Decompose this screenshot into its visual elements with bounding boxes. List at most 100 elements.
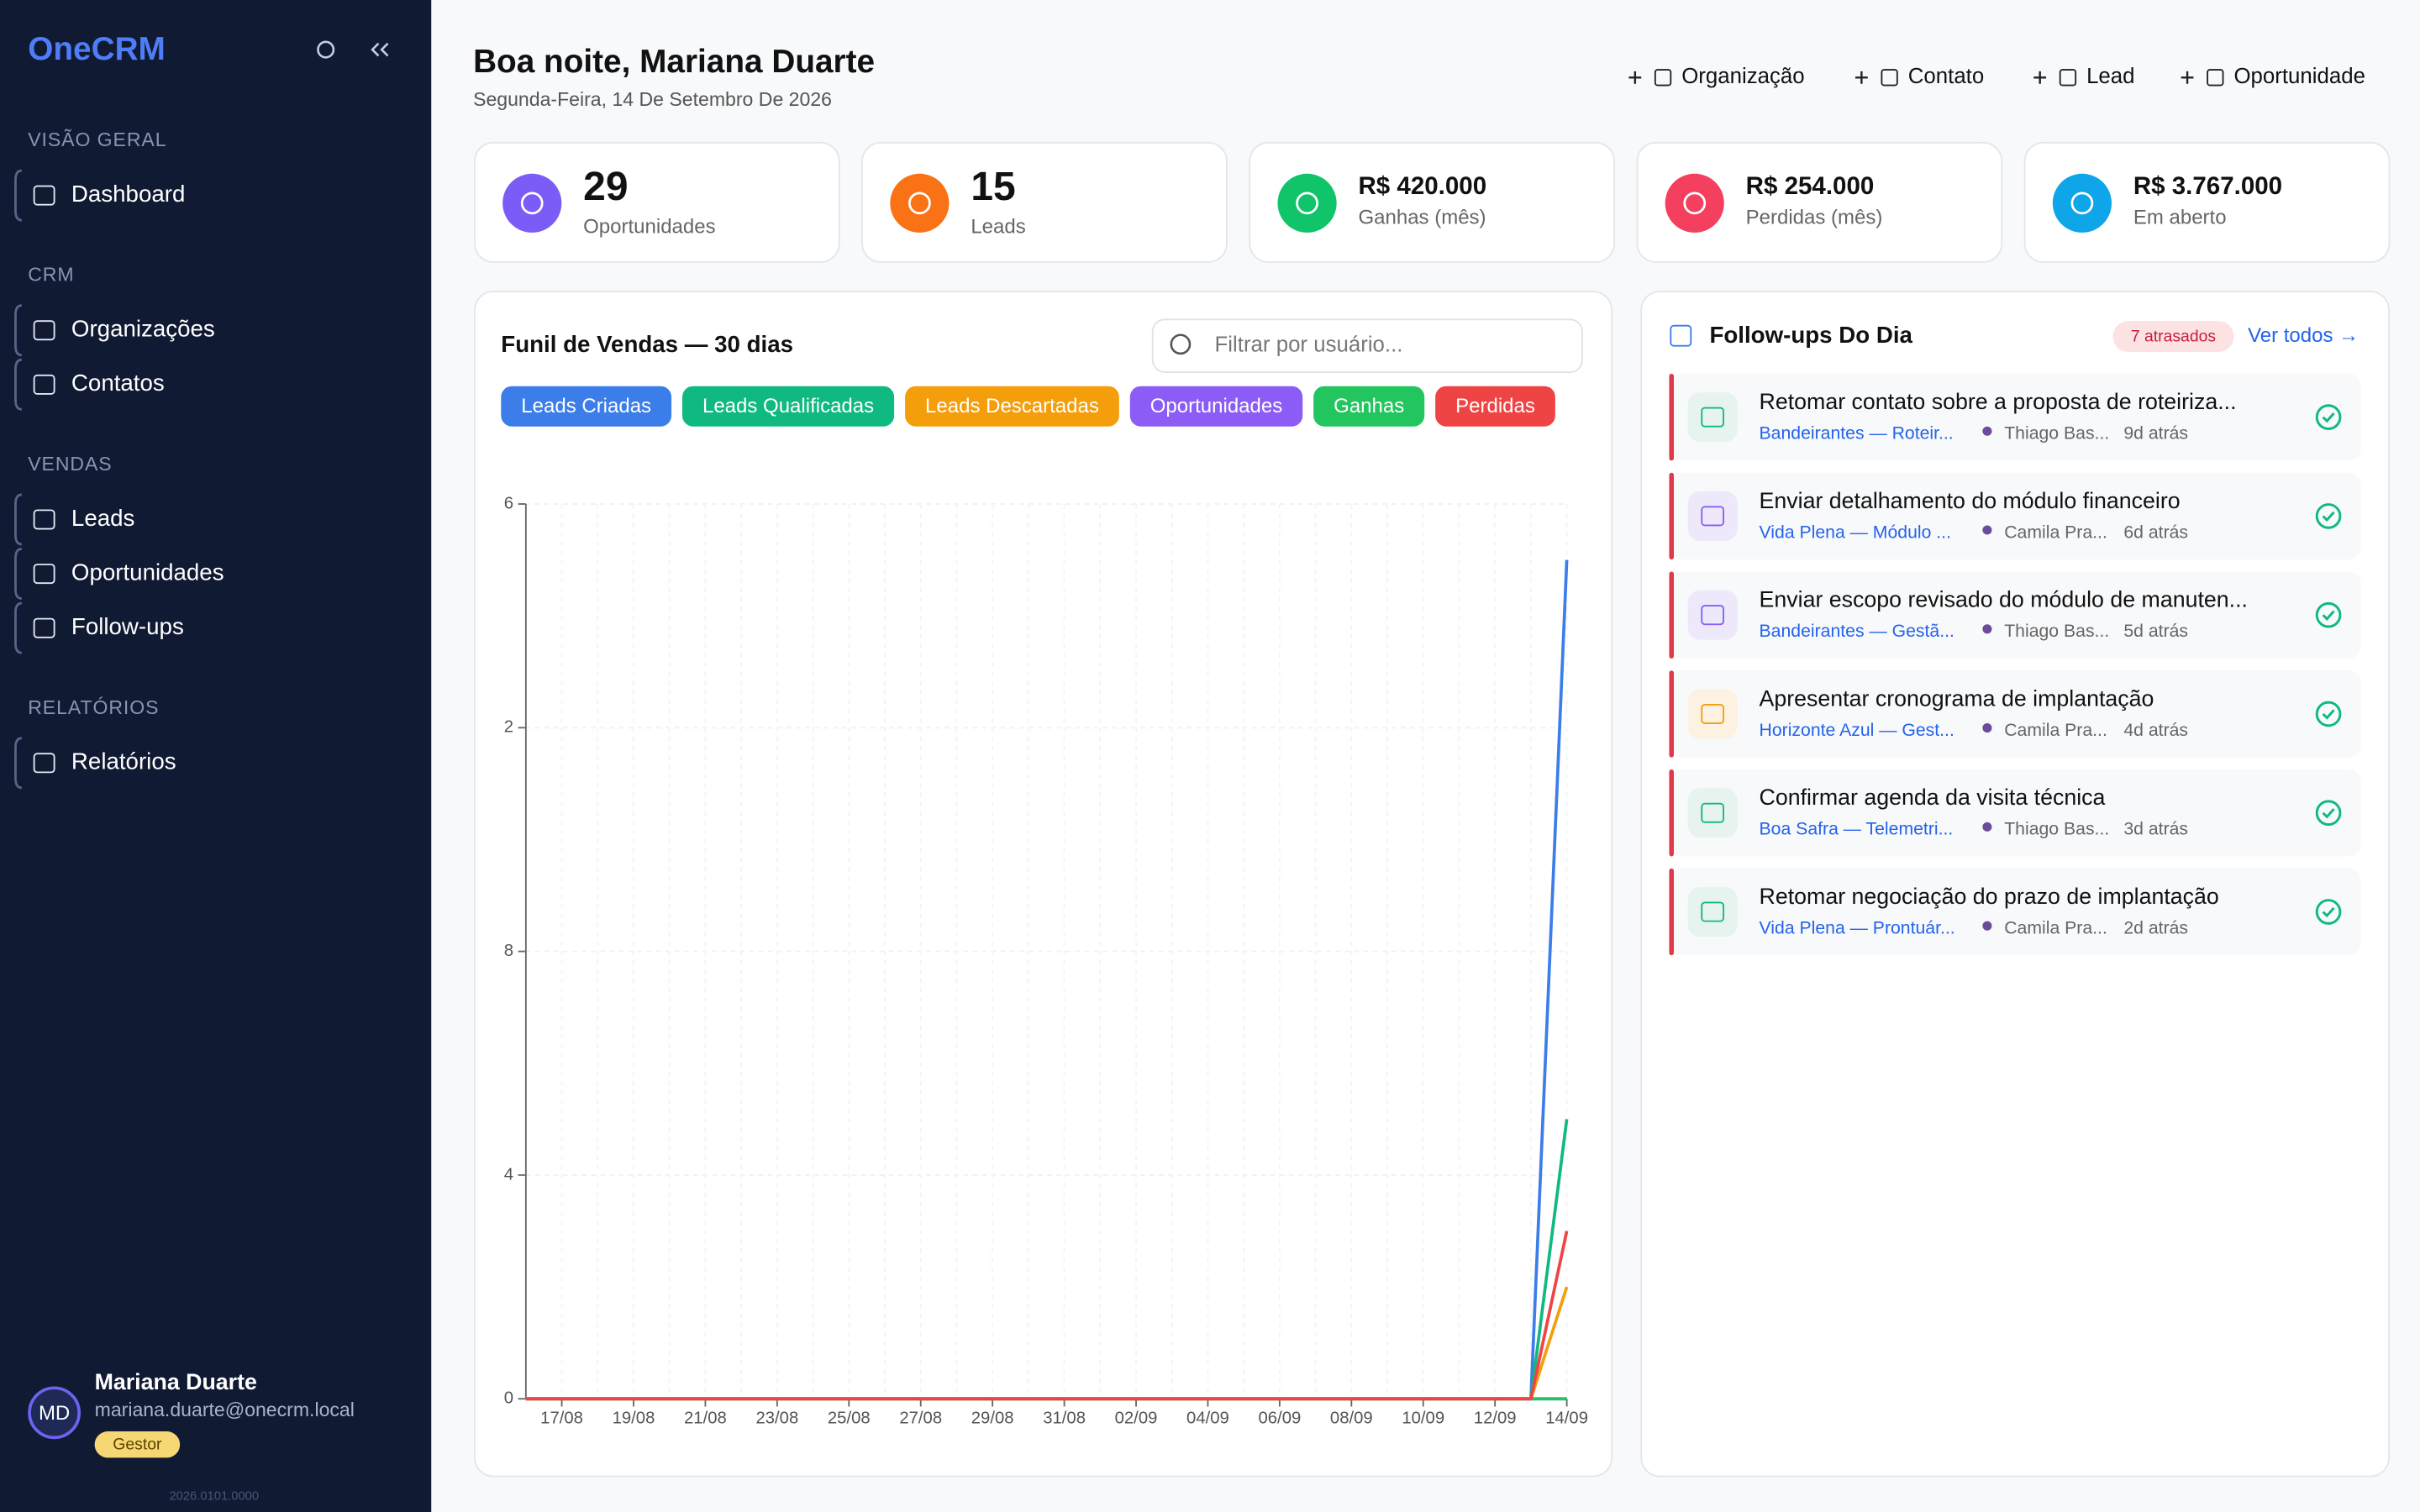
legend-chip[interactable] [1313,386,1425,427]
nav-item[interactable]: Dashboard [71,181,185,207]
x-tick-label: 04/09 [1186,1410,1229,1428]
followup-ago: 9d atrás [2123,424,2188,444]
followup-owner: Thiago Bas... [2004,820,2109,839]
stat-label: Perdidas (mês) [1746,207,1883,229]
legend-label: Perdidas [1455,395,1535,417]
followup-ago: 5d atrás [2123,622,2188,641]
followup-item[interactable] [1669,868,2361,956]
legend-chip[interactable] [1435,386,1555,427]
nav-item[interactable]: Contatos [71,370,165,396]
nav-item-marker [14,548,22,600]
chart-panel [474,291,1613,1478]
stat-value: R$ 420.000 [1358,172,1486,200]
nav-item-icon [33,185,55,206]
stat-card [1636,141,2003,263]
nav-section-title: VISÃO GERAL [28,129,166,150]
complete-button[interactable] [2315,899,2342,925]
y-tick-label: 6 [504,494,513,512]
legend-chip[interactable] [905,386,1119,427]
nav-item-marker [14,304,22,357]
owner-icon [1982,426,1992,436]
followup-item[interactable] [1669,571,2361,659]
action-icon [2207,69,2224,87]
complete-button[interactable] [2315,800,2342,827]
followup-title: Confirmar agenda da visita técnica [1760,785,2106,810]
x-tick-label: 27/08 [899,1410,942,1428]
followups-icon [1670,324,1692,347]
action-plus[interactable] [2033,71,2047,84]
stat-icon [502,173,562,233]
sidebar [0,0,432,1512]
legend-chip[interactable] [681,386,895,427]
action-plus[interactable] [1628,71,1642,84]
nav-item-icon [33,753,55,774]
x-tick-label: 19/08 [613,1410,655,1428]
followup-icon-bg [1687,788,1738,838]
complete-check [2322,906,2335,918]
nav-item[interactable]: Oportunidades [71,559,224,585]
nav-item[interactable]: Leads [71,505,134,531]
legend-chip[interactable] [1129,386,1303,427]
action-button[interactable]: Lead [2086,65,2134,88]
followup-icon-bg [1687,491,1738,541]
complete-check [2322,511,2335,522]
followup-icon [1701,703,1724,724]
followup-title: Enviar detalhamento do módulo financeiro [1760,488,2181,513]
x-tick-label: 08/09 [1330,1410,1373,1428]
x-tick-label: 29/08 [971,1410,1014,1428]
x-tick-label: 17/08 [540,1410,583,1428]
stat-value: 15 [971,165,1015,209]
y-tick-label: 4 [504,1165,513,1184]
action-button[interactable]: Contato [1908,65,1984,88]
owner-icon [1982,822,1992,832]
followup-accent [1669,769,1674,857]
nav-item[interactable]: Organizações [71,316,215,342]
followup-item[interactable] [1669,373,2361,461]
see-all-link[interactable]: Ver todos → [2248,324,2359,347]
logo: OneCRM [28,31,166,67]
followup-accent [1669,472,1674,560]
complete-button[interactable] [2315,503,2342,529]
overdue-badge [2112,321,2234,353]
followup-ago: 6d atrás [2123,522,2188,542]
collapse-button[interactable] [371,42,389,57]
stat-icon-glyph [908,192,931,215]
nav-item[interactable]: Follow-ups [71,613,184,639]
followup-icon [1701,407,1724,428]
action-plus[interactable] [1855,71,1868,84]
search-box[interactable] [1151,318,1583,374]
legend-chip[interactable] [501,386,672,427]
x-tick-label: 14/09 [1545,1410,1588,1428]
nav-item-marker [14,493,22,546]
followup-item[interactable] [1669,472,2361,560]
complete-button[interactable] [2315,701,2342,727]
theme-toggle[interactable] [317,40,335,59]
nav-item[interactable]: Relatórios [71,748,176,774]
x-tick-label: 12/09 [1474,1410,1517,1428]
action-button[interactable]: Oportunidade [2233,65,2365,88]
nav-item-marker [14,358,22,411]
overdue-badge-text: 7 atrasados [2131,328,2216,346]
legend-label: Leads Descartadas [925,395,1099,417]
owner-icon [1982,525,1992,535]
stat-label: Oportunidades [583,216,715,239]
followup-ago: 4d atrás [2123,721,2188,740]
user-email: mariana.duarte@onecrm.local [95,1399,355,1420]
action-icon [2059,69,2077,87]
followup-icon-bg [1687,689,1738,739]
complete-button[interactable] [2315,601,2342,628]
action-plus[interactable] [2181,71,2194,84]
legend-label: Leads Criadas [521,395,651,417]
followup-owner: Thiago Bas... [2004,622,2109,641]
stat-card [861,141,1228,263]
avatar-initials: MD [39,1402,70,1425]
followup-item[interactable] [1669,769,2361,857]
action-button[interactable]: Organização [1681,65,1804,88]
complete-button[interactable] [2315,404,2342,430]
stat-icon-glyph [1683,192,1707,215]
x-tick-label: 23/08 [755,1410,798,1428]
nav-item-marker [14,169,22,222]
followup-item[interactable] [1669,670,2361,758]
